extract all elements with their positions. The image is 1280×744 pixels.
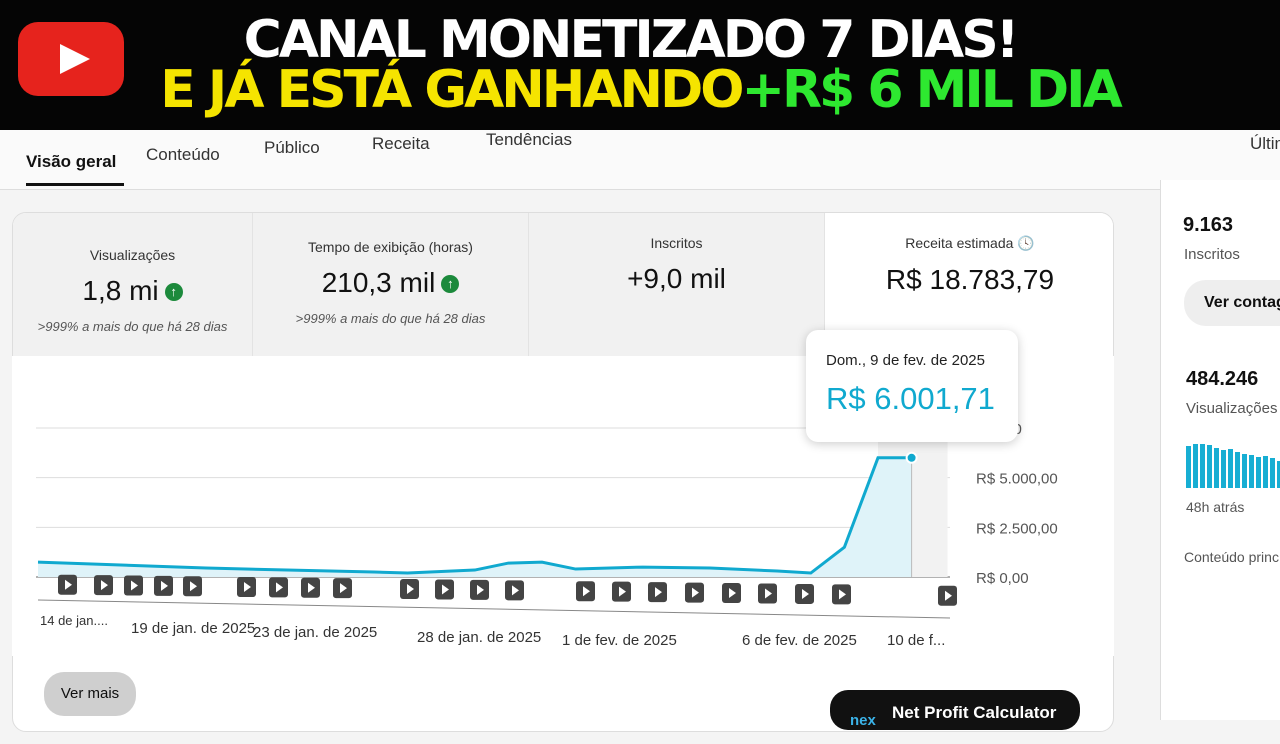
nex-logo-icon: nex — [850, 712, 876, 729]
play-icon — [729, 588, 736, 599]
metric-label: Tempo de exibição (horas) — [308, 239, 473, 255]
play-icon — [340, 583, 347, 594]
x-tick-label: 10 de f... — [887, 632, 945, 649]
play-icon — [765, 588, 772, 599]
metric-watch-time[interactable]: Tempo de exibição (horas) 210,3 mil ↑ >99… — [253, 213, 529, 356]
realtime-bar — [1256, 457, 1261, 488]
metric-comparison: >999% a mais do que há 28 dias — [295, 311, 486, 326]
play-icon — [190, 581, 197, 592]
play-icon — [477, 584, 484, 595]
calculator-label: Net Profit Calculator — [892, 703, 1057, 722]
tooltip-date: Dom., 9 de fev. de 2025 — [826, 352, 985, 369]
metric-views[interactable]: Visualizações 1,8 mi ↑ >999% a mais do qu… — [13, 213, 253, 356]
realtime-panel — [1160, 180, 1280, 720]
x-tick-label: 6 de fev. de 2025 — [742, 632, 857, 649]
realtime-bar — [1242, 454, 1247, 488]
play-icon — [407, 584, 414, 594]
play-icon — [65, 579, 72, 590]
x-axis — [37, 599, 951, 619]
tab-revenue[interactable]: Receita — [372, 134, 430, 153]
x-tick-label: 1 de fev. de 2025 — [562, 632, 677, 649]
tab-trends[interactable]: Tendências — [486, 130, 573, 149]
play-icon — [839, 589, 846, 600]
period-selector[interactable]: Últim — [1250, 134, 1280, 153]
realtime-subscribers-label: Inscritos — [1184, 246, 1240, 263]
metric-comparison: >999% a mais do que há 28 dias — [37, 319, 228, 334]
realtime-bar — [1207, 445, 1212, 488]
realtime-bar — [1214, 448, 1219, 488]
x-tick-label: 23 de jan. de 2025 — [253, 624, 377, 641]
series-line — [37, 456, 912, 575]
chart-tooltip: Dom., 9 de fev. de 2025 R$ 6.001,71 — [806, 330, 1018, 442]
y-tick-label: R$ 0,00 — [976, 570, 1029, 587]
metric-value: 1,8 mi — [82, 275, 159, 306]
realtime-subscribers: 9.163 — [1183, 214, 1234, 236]
headline-line-1: CANAL MONETIZADO 7 DIAS! — [243, 10, 1020, 70]
y-tick-label: R$ 5.000,00 — [976, 471, 1058, 488]
play-icon — [308, 582, 315, 593]
play-icon — [619, 586, 626, 597]
play-icon — [802, 588, 809, 599]
youtube-logo-icon — [18, 22, 124, 96]
play-icon — [945, 590, 952, 601]
clock-icon: 🕓 — [1017, 235, 1035, 251]
see-more-button[interactable]: Ver mais — [44, 672, 136, 716]
realtime-bar — [1277, 461, 1280, 488]
realtime-views: 484.246 — [1186, 368, 1259, 390]
realtime-bar — [1186, 446, 1191, 488]
metric-subscribers[interactable]: Inscritos +9,0 mil — [529, 213, 825, 356]
tab-content[interactable]: Conteúdo — [146, 145, 220, 164]
realtime-bar — [1193, 444, 1198, 488]
arrow-up-icon: ↑ — [164, 283, 183, 301]
play-icon — [692, 587, 699, 598]
play-icon — [161, 580, 168, 591]
top-content-label: Conteúdo princ — [1184, 549, 1279, 565]
play-icon — [442, 584, 449, 595]
y-tick-label: R$ 2.500,00 — [976, 520, 1058, 537]
analytics-tabs: Visão geral Conteúdo Público Receita Ten… — [0, 130, 1280, 190]
realtime-views-label: Visualizações — [1186, 400, 1278, 417]
headline-line-2: E JÁ ESTÁ GANHANDO+R$ 6 MIL DIA — [0, 62, 1280, 118]
play-icon — [655, 587, 662, 598]
area-fill — [38, 457, 912, 577]
headline-green: +R$ 6 MIL DIA — [741, 60, 1122, 120]
metric-value: R$ 18.783,79 — [885, 264, 1055, 295]
data-point — [905, 451, 918, 464]
metric-label: Receita estimada — [905, 235, 1014, 251]
play-icon — [244, 581, 251, 592]
metric-label: Visualizações — [89, 247, 176, 263]
arrow-up-icon: ↑ — [441, 275, 460, 293]
realtime-bar — [1228, 449, 1233, 488]
play-icon — [276, 582, 283, 593]
realtime-bar — [1235, 452, 1240, 488]
play-icon — [101, 580, 108, 591]
headline-yellow: E JÁ ESTÁ GANHANDO — [160, 60, 744, 120]
realtime-bar — [1270, 458, 1275, 488]
x-tick-label: 14 de jan.... — [40, 613, 108, 628]
x-tick-label: 19 de jan. de 2025 — [131, 620, 255, 637]
realtime-ago: 48h atrás — [1186, 499, 1245, 515]
net-profit-calculator-button[interactable]: nex Net Profit Calculator — [830, 690, 1080, 730]
metric-value: +9,0 mil — [627, 263, 726, 294]
x-tick-label: 28 de jan. de 2025 — [417, 629, 541, 646]
realtime-bar — [1263, 456, 1268, 488]
tooltip-value: R$ 6.001,71 — [826, 381, 995, 416]
metric-value: 210,3 mil — [321, 267, 436, 298]
play-icon — [583, 586, 590, 597]
tab-audience[interactable]: Público — [264, 138, 320, 157]
tab-overview[interactable]: Visão geral — [26, 152, 125, 186]
realtime-bar — [1249, 455, 1254, 488]
view-live-count-button[interactable]: Ver contag — [1184, 280, 1280, 326]
thumbnail-banner: CANAL MONETIZADO 7 DIAS! E JÁ ESTÁ GANHA… — [0, 0, 1280, 130]
play-icon — [131, 580, 138, 591]
realtime-bar — [1221, 450, 1226, 488]
play-icon — [512, 585, 519, 596]
realtime-bar — [1200, 444, 1205, 488]
metric-label: Inscritos — [650, 235, 703, 251]
realtime-bars — [1186, 440, 1280, 488]
